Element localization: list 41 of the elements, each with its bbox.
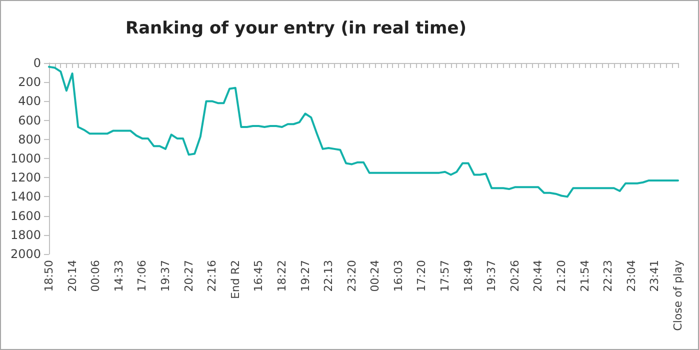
x-tick-label: 22:13: [322, 260, 336, 292]
y-tick-label: 800: [18, 132, 41, 146]
y-tick-label: 0: [33, 56, 41, 70]
y-tick-label: 200: [18, 75, 41, 90]
x-tick-label: Close of play: [672, 260, 684, 331]
y-tick-label: 1400: [10, 190, 41, 204]
x-tick-label: 20:27: [182, 260, 196, 292]
x-tick-label: 22:16: [206, 260, 219, 292]
x-tick-label: 21:20: [555, 260, 568, 292]
x-tick-label: 18:49: [462, 260, 475, 292]
x-tick-label: 16:45: [252, 260, 266, 292]
x-tick-label: 20:14: [66, 260, 79, 292]
chart-title: Ranking of your entry (in real time): [125, 18, 467, 38]
x-tick-label: 20:26: [508, 260, 522, 292]
x-tick-label: 23:20: [345, 260, 358, 292]
x-tick-label: 21:54: [578, 260, 592, 292]
x-tick-label: 17:20: [415, 260, 428, 292]
x-tick-label: 18:22: [275, 260, 288, 292]
y-tick-label: 400: [18, 94, 41, 108]
x-tick-label: 00:06: [89, 260, 102, 292]
x-tick-label: 17:57: [438, 260, 452, 292]
x-tick-label: 00:24: [368, 260, 382, 292]
x-tick-label: 16:03: [392, 260, 405, 292]
y-tick-label: 2000: [10, 247, 41, 261]
y-tick-label: 1800: [10, 228, 41, 242]
x-tick-label: 23:04: [624, 260, 638, 292]
x-tick-label: 22:23: [602, 260, 615, 292]
x-tick-label: 19:37: [158, 260, 172, 292]
y-tick-label: 1200: [10, 170, 41, 185]
x-tick-label: End R2: [228, 260, 242, 300]
line-series: [48, 66, 679, 198]
x-tick-label: 19:37: [485, 260, 498, 292]
x-tick-label: 18:50: [42, 260, 56, 292]
x-tick-label: 17:06: [136, 260, 149, 292]
y-tick-label: 600: [18, 113, 41, 128]
y-tick-label: 1600: [10, 208, 41, 223]
x-tick-label: 19:27: [298, 260, 312, 292]
x-tick-label: 23:41: [648, 260, 662, 292]
x-tick-label: 14:33: [112, 260, 126, 292]
y-tick-label: 1000: [10, 152, 41, 166]
x-tick-label: 20:44: [532, 260, 545, 292]
